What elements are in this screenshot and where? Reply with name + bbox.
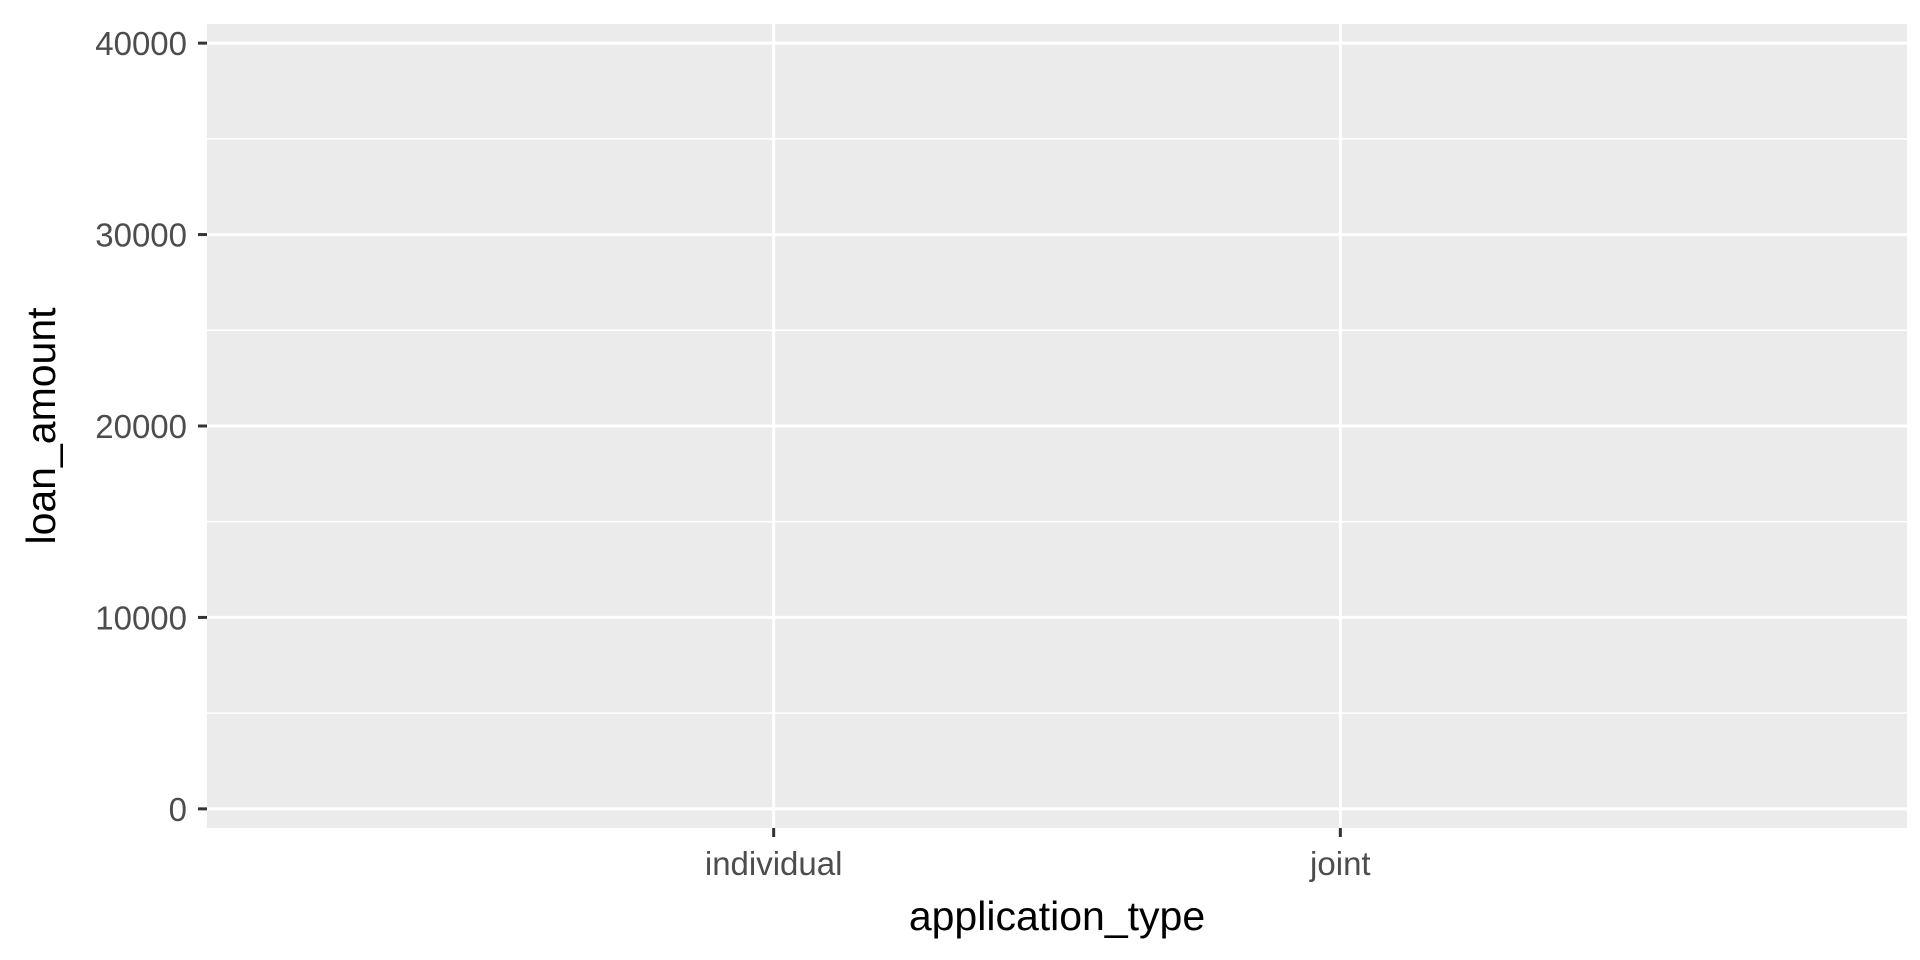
y-axis: 0 10000 20000 30000 40000 [95,25,207,828]
x-tick-label: individual [705,845,843,882]
y-tick-label: 40000 [95,25,187,62]
y-tick-label: 0 [169,791,187,828]
grid-major [207,24,1907,828]
x-axis-title: application_type [909,893,1205,939]
grid-minor [207,138,1907,714]
x-tick-label: joint [1309,845,1371,882]
x-axis: individual joint [705,828,1371,882]
y-axis-title: loan_amount [18,307,64,545]
y-tick-label: 30000 [95,217,187,254]
y-tick-label: 20000 [95,408,187,445]
y-tick-label: 10000 [95,599,187,636]
